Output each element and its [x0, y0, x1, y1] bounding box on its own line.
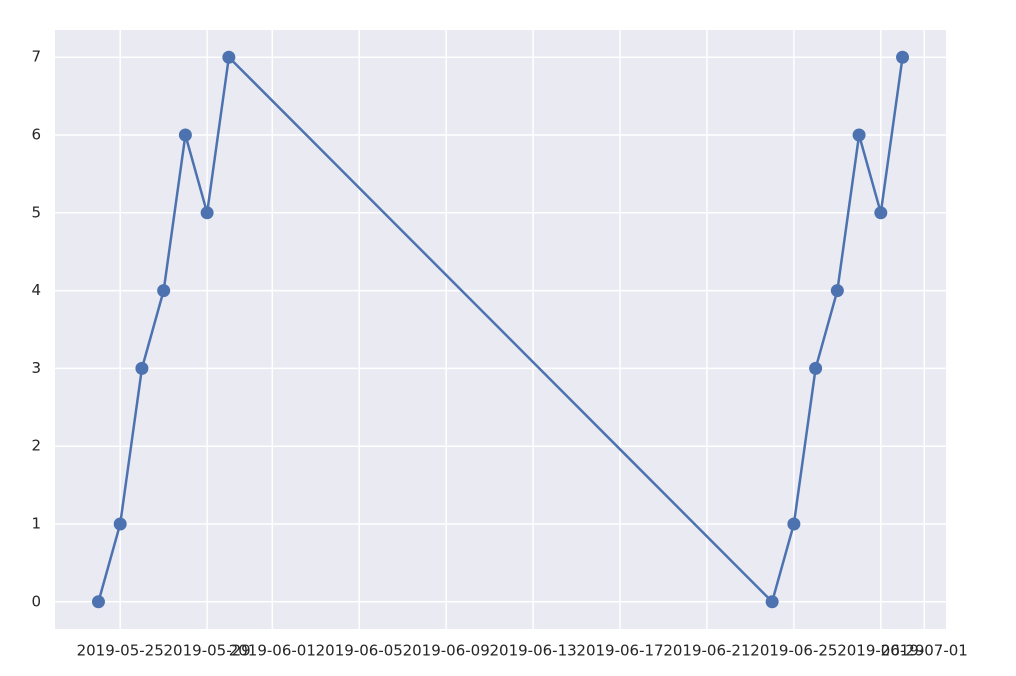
data-point [830, 284, 844, 298]
x-tick-label: 2019-06-01 [229, 642, 316, 660]
y-tick-label: 4 [31, 281, 41, 299]
data-point [222, 50, 236, 64]
x-tick-label: 2019-06-17 [576, 642, 663, 660]
data-point [765, 595, 779, 609]
data-point [113, 517, 127, 531]
x-tick-label: 2019-07-01 [881, 642, 968, 660]
x-tick-label: 2019-06-21 [663, 642, 750, 660]
x-tick-label: 2019-06-13 [490, 642, 577, 660]
y-tick-label: 7 [31, 48, 41, 66]
y-tick-label: 1 [31, 514, 41, 532]
data-point [852, 128, 866, 142]
data-point [896, 50, 910, 64]
x-tick-label: 2019-06-05 [316, 642, 403, 660]
x-tick-label: 2019-05-25 [77, 642, 164, 660]
data-point [200, 206, 214, 220]
y-tick-label: 3 [31, 359, 41, 377]
data-line [97, 54, 904, 605]
data-point [874, 206, 888, 220]
y-tick-label: 5 [31, 203, 41, 221]
data-point [135, 361, 149, 375]
data-point [787, 517, 801, 531]
x-tick-label: 2019-05-29 [164, 642, 251, 660]
data-point [809, 361, 823, 375]
y-tick-label: 2 [31, 437, 41, 455]
data-point [157, 284, 171, 298]
x-tick-label: 2019-06-29 [837, 642, 924, 660]
y-tick-label: 0 [31, 592, 41, 610]
y-tick-label: 6 [31, 126, 41, 144]
data-point [178, 128, 192, 142]
data-point [91, 595, 105, 609]
x-tick-label: 2019-06-25 [750, 642, 837, 660]
x-tick-label: 2019-06-09 [403, 642, 490, 660]
